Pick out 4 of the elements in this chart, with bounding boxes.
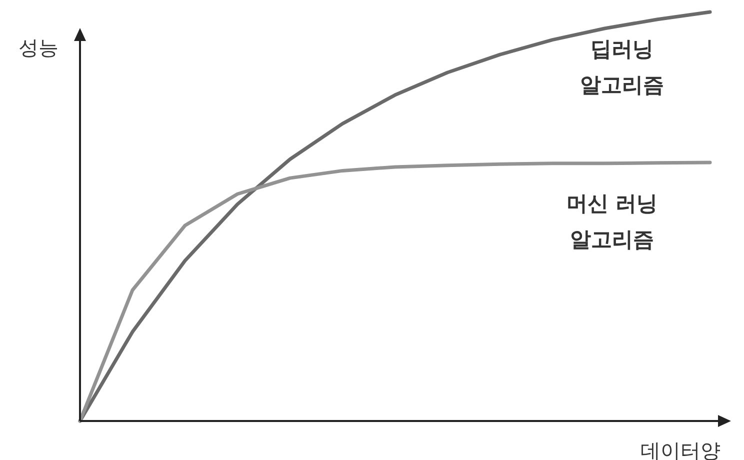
y-axis-title: 성능 <box>18 36 58 60</box>
series-label: 딥러닝 알고리즘 <box>580 37 664 97</box>
x-axis-title: 데이터양 <box>640 438 720 460</box>
series-label: 머신 러닝 알고리즘 <box>566 192 658 252</box>
